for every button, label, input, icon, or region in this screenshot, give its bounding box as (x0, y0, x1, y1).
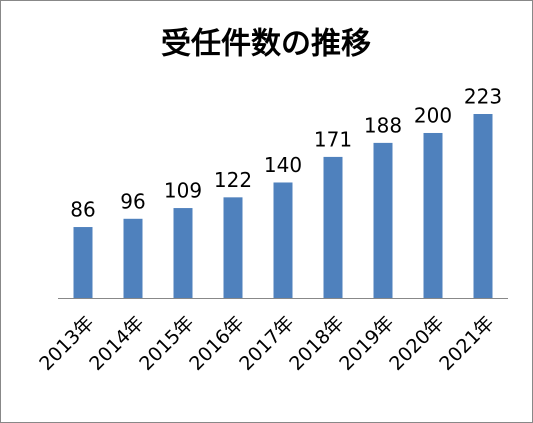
data-label: 223 (464, 85, 502, 109)
bar (223, 197, 243, 298)
data-label: 96 (120, 189, 145, 213)
bar (373, 142, 393, 298)
bar (423, 132, 443, 298)
bar (323, 156, 343, 298)
data-label: 140 (264, 153, 302, 177)
data-label: 188 (364, 113, 402, 137)
bar (273, 182, 293, 298)
bar (73, 227, 93, 298)
bar (123, 218, 143, 298)
chart-title: 受任件数の推移 (161, 27, 371, 62)
bar (473, 114, 493, 298)
data-label: 109 (164, 179, 202, 203)
data-label: 122 (214, 168, 252, 192)
data-label: 86 (70, 198, 95, 222)
bar (173, 208, 193, 298)
data-label: 171 (314, 127, 352, 151)
data-label: 200 (414, 103, 452, 127)
